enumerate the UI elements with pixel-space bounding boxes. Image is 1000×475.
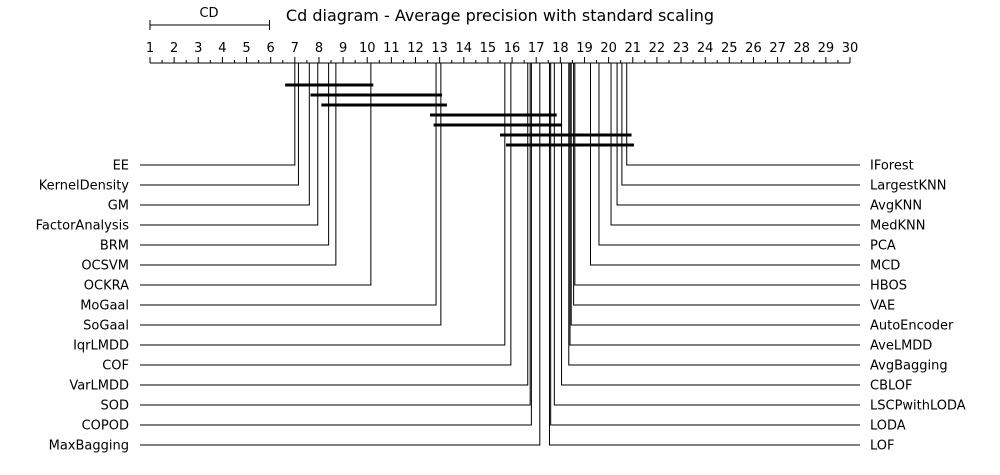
method-label: SOD [101, 399, 130, 414]
method-label: CBLOF [870, 379, 913, 394]
tick-label: 13 [431, 41, 448, 56]
tick-label: 15 [480, 41, 497, 56]
method-connector [616, 63, 860, 206]
tick-label: 7 [291, 41, 299, 56]
method-connector [140, 63, 310, 206]
tick-label: 23 [673, 41, 690, 56]
tick-label: 17 [528, 41, 545, 56]
tick-label: 6 [267, 41, 275, 56]
method-label: MoGaal [80, 299, 129, 314]
method-label: HBOS [870, 279, 907, 294]
tick-label: 20 [600, 41, 617, 56]
method-label: MedKNN [870, 219, 925, 234]
tick-label: 12 [407, 41, 424, 56]
method-label: FactorAnalysis [36, 219, 130, 234]
tick-label: 24 [697, 41, 714, 56]
method-label: VAE [870, 299, 895, 314]
method-connector [553, 63, 860, 406]
tick-label: 9 [339, 41, 347, 56]
method-connector [140, 63, 319, 226]
method-connector [140, 63, 372, 286]
tick-label: 28 [793, 41, 810, 56]
method-connector [140, 63, 299, 186]
tick-label: 2 [170, 41, 178, 56]
cd-label: CD [199, 6, 218, 21]
tick-label: 1 [146, 41, 154, 56]
tick-label: 22 [649, 41, 666, 56]
method-connector [626, 63, 860, 166]
method-label: PCA [870, 239, 896, 254]
tick-label: 16 [504, 41, 521, 56]
rank-axis: 1 2 3 4 5 6 7 8 9 10 11 12 13 14 15 16 17 18 19 20 21 22 23 24 2… [146, 41, 859, 64]
tick-label: 11 [383, 41, 400, 56]
chart-title: Cd diagram - Average precision with stan… [286, 6, 714, 25]
method-label: AvgBagging [870, 359, 948, 374]
method-connector [573, 63, 860, 306]
method-connector [561, 63, 860, 386]
method-label: SoGaal [83, 319, 129, 334]
method-connector [140, 63, 437, 306]
tick-label: 3 [194, 41, 202, 56]
method-label: KernelDensity [39, 179, 130, 194]
left-methods: EE KernelDensity GM FactorAnalysis BRM OCSVM O… [36, 63, 541, 454]
method-connector [140, 63, 337, 266]
method-label: IForest [870, 159, 914, 174]
method-connector [140, 63, 541, 446]
method-label: COPOD [82, 419, 129, 434]
method-label: AvgKNN [870, 199, 922, 214]
tick-label: 5 [242, 41, 250, 56]
method-connector [548, 63, 860, 446]
method-label: MCD [870, 259, 900, 274]
tick-label: 8 [315, 41, 323, 56]
method-label: OCSVM [81, 259, 129, 274]
tick-label: 25 [721, 41, 738, 56]
tick-label: 26 [745, 41, 762, 56]
method-label: OCKRA [84, 279, 129, 294]
tick-label: 30 [842, 41, 859, 56]
method-connector [568, 63, 860, 366]
method-label: GM [108, 199, 129, 214]
tick-label: 21 [624, 41, 641, 56]
method-label: AutoEncoder [870, 319, 954, 334]
tick-label: 18 [552, 41, 569, 56]
method-connector [574, 63, 860, 286]
cd-bar [149, 20, 270, 30]
tick-label: 19 [576, 41, 593, 56]
method-label: COF [102, 359, 129, 374]
method-label: LSCPwithLODA [870, 399, 966, 414]
method-label: VarLMDD [69, 379, 129, 394]
method-connector [140, 63, 512, 366]
tick-label: 10 [359, 41, 376, 56]
tick-label: 29 [818, 41, 835, 56]
method-connector [570, 63, 860, 326]
method-connector [569, 63, 860, 346]
method-connector [140, 63, 506, 346]
method-connector [140, 63, 529, 386]
method-connector [621, 63, 860, 186]
method-label: BRM [100, 239, 129, 254]
method-connector [140, 63, 532, 426]
method-label: AveLMDD [870, 339, 932, 354]
method-connector [140, 63, 531, 406]
tick-label: 4 [218, 41, 226, 56]
method-connector [140, 63, 296, 166]
right-methods: IForest LargestKNN AvgKNN MedKNN PCA MCD HBOS V… [548, 63, 966, 454]
clique-bars [285, 83, 634, 147]
method-connector [550, 63, 860, 426]
method-label: LOF [870, 439, 895, 454]
method-connector [140, 63, 442, 326]
method-label: MaxBagging [49, 439, 129, 454]
method-connector [590, 63, 860, 266]
method-label: LODA [870, 419, 906, 434]
method-label: LargestKNN [870, 179, 946, 194]
tick-label: 14 [456, 41, 473, 56]
method-label: EE [113, 159, 129, 174]
method-connector [610, 63, 860, 226]
tick-label: 27 [769, 41, 786, 56]
method-connector [140, 63, 330, 246]
method-label: IqrLMDD [73, 339, 129, 354]
method-connector [598, 63, 860, 246]
